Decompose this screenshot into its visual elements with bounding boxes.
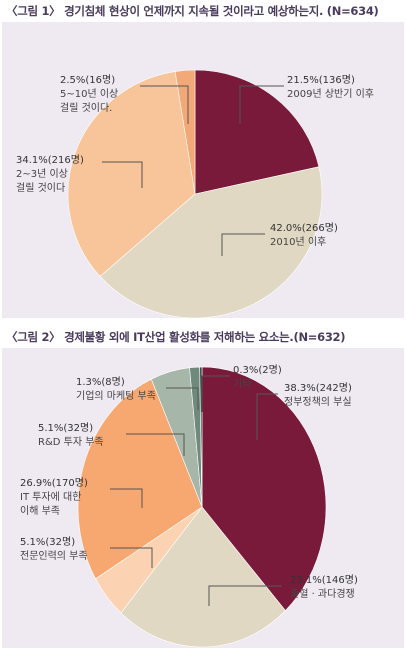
chart-2-leader-7: [201, 375, 230, 412]
chart-1-panel: 21.5%(136명) 2009년 상반기 이후 42.0%(266명) 2010년 …: [2, 22, 404, 318]
chart-2-desc-5-1: R&D 투자 부족: [38, 436, 104, 448]
chart-2-leader-5: [126, 433, 185, 456]
chart-2-slice-7: [199, 366, 203, 508]
chart-1-desc-3-2: 걸릴 것이다: [16, 181, 65, 194]
chart-2-pct-6: 1.3%(8명): [76, 376, 125, 388]
chart-2-desc-6-1: 기업의 마케팅 부족: [76, 389, 156, 402]
chart-1-label-2: 42.0%(266명) 2010년 이후: [221, 222, 338, 256]
chart-1-slice-2: [99, 166, 323, 318]
chart-2-pie: 38.3%(242명) 정부정책의 부실 23.1%(146명)출혈 · 과다경쟁 5…: [20, 364, 358, 648]
chart-2-pct-2: 23.1%(146명): [290, 574, 358, 586]
chart-1-pct-2: 42.0%(266명): [270, 222, 338, 234]
chart-2-desc-2-1: 출혈 · 과다경쟁: [290, 587, 355, 600]
chart-1-slice-4: [174, 69, 196, 195]
chart-2-desc-4-2: 이해 부족: [20, 504, 60, 517]
chart-2-panel: 38.3%(242명) 정부정책의 부실 23.1%(146명) 출혈 · 과다경쟁 5…: [2, 348, 404, 648]
chart-1-pie: 21.5%(136명) 2009년 상반기 이후 42.0%(266명) 2010년 …: [16, 69, 374, 318]
chart-2-label-1: 38.3%(242명) 정부정책의 부실: [256, 382, 352, 440]
chart-2-label-3: 5.1%(32명) 전문인력의 부족: [20, 536, 153, 568]
chart-2-slice-1: [201, 366, 327, 612]
chart-1-desc-1-1: 2009년 상반기 이후: [287, 88, 374, 100]
chart-1-pct-4: 2.5%(16명): [60, 74, 115, 86]
chart-1-desc-3-1: 2~3년 이상: [16, 168, 68, 180]
chart-2-label-6: 1.3%(8명)기업의 마케팅 부족: [76, 376, 199, 410]
chart-2-desc-7-1: 기타: [233, 378, 251, 390]
chart-1-title: 〈그림 1〉 경기침체 현상이 언제까지 지속될 것이라고 예상하는지. (N=…: [6, 4, 379, 18]
chart-2-label-5: 5.1%(32명) R&D 투자 부족: [38, 422, 185, 456]
chart-2-pct-1: 38.3%(242명): [284, 382, 352, 394]
chart-2-title: 〈그림 2〉 경제불황 외에 IT산업 활성화를 저해하는 요소는.(N=632…: [6, 330, 346, 344]
chart-2-desc-3-1: 전문인력의 부족: [20, 550, 88, 562]
chart-2-leader-1: [256, 393, 278, 440]
chart-1-label-1: 21.5%(136명) 2009년 상반기 이후: [239, 74, 374, 124]
chart-2-pct-3: 5.1%(32명): [20, 536, 75, 548]
chart-1-pct-3: 34.1%(216명): [16, 154, 84, 166]
chart-2-leader-2: [208, 585, 282, 606]
chart-2-leader-3: [110, 547, 153, 568]
chart-1-leader-1: [239, 85, 284, 124]
chart-2-pct-7: 0.3%(2명): [233, 364, 282, 376]
chart-2-desc-1-1: 정부정책의 부실: [284, 396, 352, 408]
chart-1-desc-4-1: 5~10년 이상: [60, 88, 118, 100]
chart-2-desc-4-1: IT 투자에 대한: [20, 491, 81, 503]
chart-2-label-2: 23.1%(146명)출혈 · 과다경쟁: [208, 574, 358, 606]
chart-1-pct-1: 21.5%(136명): [287, 74, 355, 86]
chart-2-label-7: 0.3%(2명) 기타: [201, 364, 282, 412]
chart-1-leader-4: [140, 85, 189, 124]
chart-2-leader-4: [110, 488, 143, 508]
chart-1-slice-1: [194, 69, 320, 195]
chart-1-desc-4-2: 걸릴 것이다.: [60, 101, 112, 114]
chart-1-leader-3: [102, 161, 143, 188]
chart-2-leader-6: [166, 387, 199, 410]
chart-2-slice-2: [120, 506, 286, 648]
chart-1-desc-2-1: 2010년 이후: [270, 236, 326, 248]
chart-2-pct-4: 26.9%(170명): [20, 477, 88, 489]
chart-2-pct-5: 5.1%(32명): [38, 422, 93, 434]
chart-1-slice-3: [67, 71, 196, 277]
chart-1-leader-2: [221, 233, 265, 256]
